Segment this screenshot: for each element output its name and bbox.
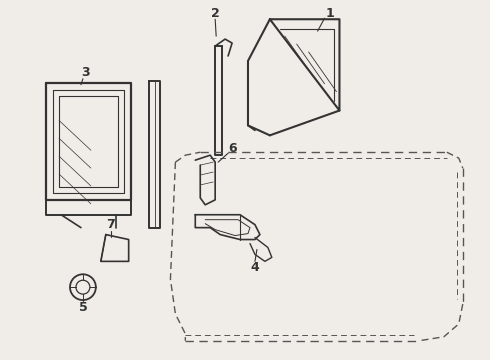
Text: 4: 4 <box>250 261 259 274</box>
Text: 7: 7 <box>106 218 115 231</box>
Text: 6: 6 <box>228 142 236 155</box>
Text: 2: 2 <box>211 7 220 20</box>
Text: 5: 5 <box>78 301 87 314</box>
Text: 3: 3 <box>82 66 90 79</box>
Text: 1: 1 <box>325 7 334 20</box>
